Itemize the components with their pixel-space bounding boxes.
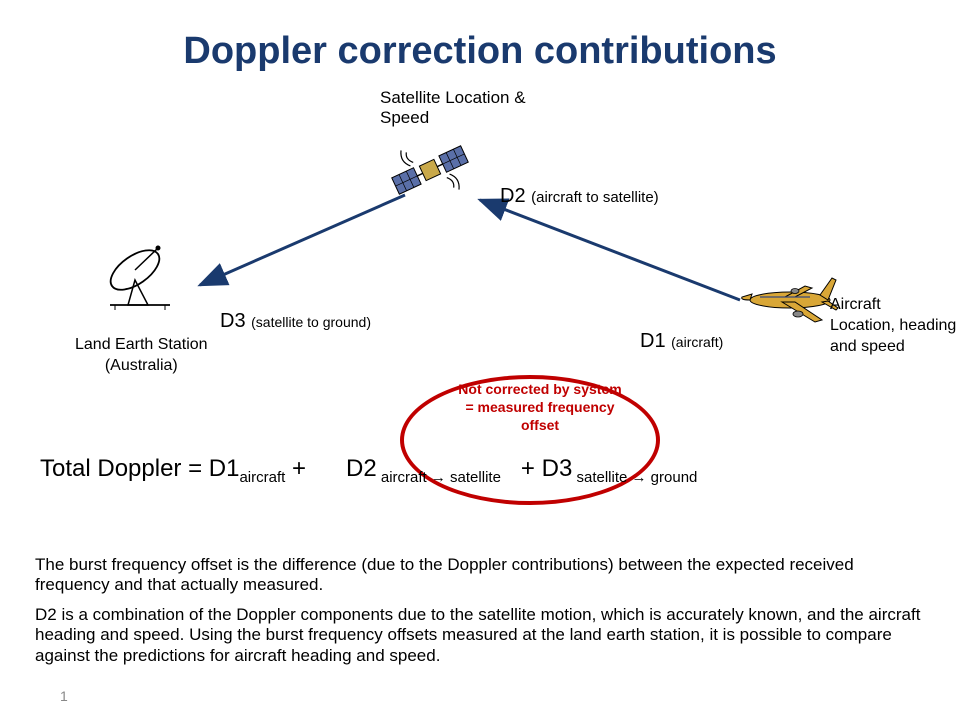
eq-plus1: + — [285, 455, 312, 482]
eq-t2: D2 — [346, 455, 377, 482]
aircraft-icon — [742, 278, 838, 322]
arrow-d2 — [480, 200, 740, 300]
paragraph-1: The burst frequency offset is the differ… — [35, 555, 925, 596]
eq-t3-sub: satellite → ground — [572, 469, 697, 486]
ground-station-label: Land Earth Station(Australia) — [75, 335, 208, 377]
d2-name: D2 — [500, 185, 526, 207]
d1-name: D1 — [640, 330, 666, 352]
d2-desc: (aircraft to satellite) — [531, 189, 659, 206]
satellite-label: Satellite Location &Speed — [380, 88, 526, 129]
aircraft-label: AircraftLocation, headingand speed — [830, 295, 956, 357]
eq-t2-sub: aircraft → satellite — [377, 469, 501, 486]
d2-label: D2 (aircraft to satellite) — [500, 185, 659, 208]
doppler-equation: Total Doppler = D1aircraft + D2 aircraft… — [40, 455, 697, 486]
d1-label: D1 (aircraft) — [640, 330, 723, 353]
d3-desc: (satellite to ground) — [251, 314, 371, 330]
eq-equals: = — [181, 455, 208, 482]
ground-station-icon — [104, 242, 170, 310]
eq-lhs: Total Doppler — [40, 455, 181, 482]
d3-name: D3 — [220, 310, 246, 332]
eq-t3: D3 — [542, 455, 573, 482]
satellite-icon — [383, 127, 477, 213]
d1-desc: (aircraft) — [671, 334, 723, 350]
d3-label: D3 (satellite to ground) — [220, 310, 371, 333]
page-number: 1 — [60, 688, 68, 704]
eq-plus2: + — [514, 455, 541, 482]
arrow-d3 — [200, 195, 405, 285]
eq-t1: D1 — [209, 455, 240, 482]
eq-t1-sub: aircraft — [239, 469, 285, 486]
paragraph-2: D2 is a combination of the Doppler compo… — [35, 605, 925, 666]
